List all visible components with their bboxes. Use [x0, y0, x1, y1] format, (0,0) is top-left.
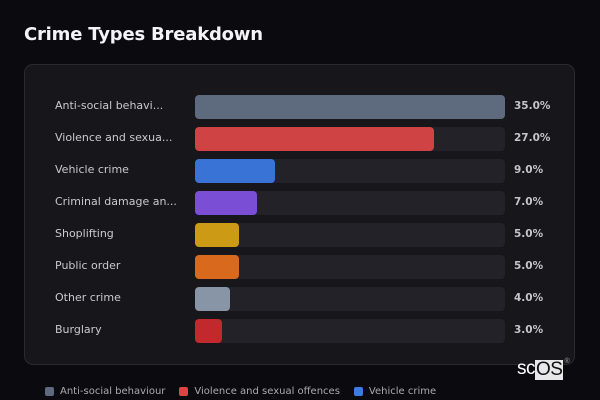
bar-value: 27.0% — [514, 132, 551, 144]
bar-track — [195, 223, 505, 247]
bar-track — [195, 127, 505, 151]
legend-label: Violence and sexual offences — [194, 386, 340, 397]
legend-label: Anti-social behaviour — [60, 386, 166, 397]
bar-row: Public order 5.0% — [25, 255, 574, 279]
scos-logo: sc OS ® — [517, 358, 570, 380]
bar-fill[interactable] — [195, 223, 240, 247]
bar-label: Vehicle crime — [55, 163, 129, 176]
bar-track — [195, 287, 505, 311]
bar-row: Criminal damage an... 7.0% — [25, 191, 574, 215]
legend-swatch-icon — [45, 387, 54, 396]
bar-row: Violence and sexua... 27.0% — [25, 127, 574, 151]
bar-label: Anti-social behavi... — [55, 99, 164, 112]
bar-row: Burglary 3.0% — [25, 319, 574, 343]
bar-value: 4.0% — [514, 292, 544, 304]
bar-label: Other crime — [55, 291, 121, 304]
bar-track — [195, 159, 505, 183]
bar-label: Criminal damage an... — [55, 195, 177, 208]
bar-fill[interactable] — [195, 255, 240, 279]
legend-swatch-icon — [179, 387, 189, 396]
logo-sc: sc — [517, 358, 536, 379]
bar-value: 35.0% — [514, 100, 551, 112]
bar-fill[interactable] — [195, 191, 257, 215]
bar-value: 5.0% — [514, 260, 544, 272]
bar-value: 7.0% — [514, 196, 544, 208]
bar-row: Other crime 4.0% — [25, 287, 574, 311]
bar-track — [195, 191, 505, 215]
chart-legend: Anti-social behaviour Violence and sexual… — [45, 386, 436, 397]
legend-item[interactable]: Violence and sexual offences — [179, 386, 340, 397]
bar-row: Shoplifting 5.0% — [25, 223, 574, 247]
legend-label: Vehicle crime — [368, 386, 437, 397]
bar-fill[interactable] — [195, 95, 505, 119]
legend-swatch-icon — [353, 387, 363, 396]
bar-fill[interactable] — [195, 287, 231, 311]
bar-value: 3.0% — [514, 324, 544, 336]
logo-os: OS — [535, 359, 564, 380]
bar-row: Vehicle crime 9.0% — [25, 159, 574, 183]
bar-label: Shoplifting — [55, 227, 114, 240]
bar-value: 5.0% — [514, 228, 544, 240]
bar-fill[interactable] — [195, 127, 435, 151]
bar-track — [195, 255, 505, 279]
bar-value: 9.0% — [514, 164, 544, 176]
chart-title: Crime Types Breakdown — [24, 24, 263, 45]
bar-row: Anti-social behavi... 35.0% — [25, 95, 574, 119]
bar-track — [195, 95, 505, 119]
bar-label: Violence and sexua... — [55, 131, 173, 144]
bar-fill[interactable] — [195, 159, 275, 183]
registered-mark: ® — [564, 358, 570, 365]
bar-track — [195, 319, 505, 343]
bar-label: Public order — [55, 259, 121, 272]
chart-card: Anti-social behavi... 35.0% Violence and s… — [24, 64, 575, 365]
bar-label: Burglary — [55, 323, 102, 336]
bar-fill[interactable] — [195, 319, 222, 343]
legend-item[interactable]: Vehicle crime — [353, 386, 437, 397]
legend-item[interactable]: Anti-social behaviour — [45, 386, 165, 397]
